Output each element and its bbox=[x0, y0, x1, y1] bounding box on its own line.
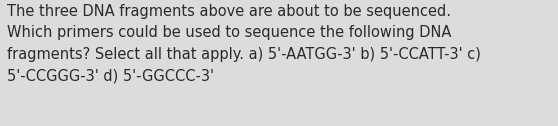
Text: The three DNA fragments above are about to be sequenced.
Which primers could be : The three DNA fragments above are about … bbox=[7, 4, 480, 84]
